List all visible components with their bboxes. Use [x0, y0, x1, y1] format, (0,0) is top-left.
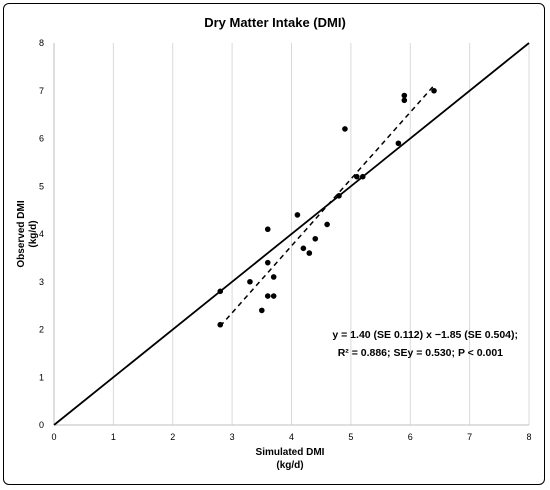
data-point: [395, 140, 402, 147]
data-point: [306, 250, 313, 256]
identity-line: [53, 42, 530, 426]
y-tick-label: 5: [39, 181, 44, 191]
x-tick-label: 6: [408, 432, 413, 442]
data-point: [264, 226, 271, 233]
data-point: [336, 193, 342, 199]
x-tick-label: 2: [170, 432, 175, 442]
x-tick-label: 0: [51, 432, 56, 442]
data-point: [401, 97, 408, 104]
y-axis-label: Observed DMI: [16, 200, 27, 267]
y-tick-label: 8: [39, 38, 44, 48]
data-point: [312, 235, 319, 242]
data-point: [342, 126, 348, 132]
chart-frame: [3, 3, 545, 485]
x-tick-label: 5: [348, 432, 353, 442]
data-point: [300, 245, 307, 252]
y-tick-label: 2: [39, 325, 44, 335]
regression-stats: R² = 0.886; SEy = 0.530; P < 0.001: [338, 347, 503, 359]
y-tick-label: 7: [39, 86, 44, 96]
x-axis-label: Simulated DMI: [256, 447, 325, 458]
regression-equation: y = 1.40 (SE 0.112) x −1.85 (SE 0.504);: [332, 329, 518, 341]
data-point: [217, 288, 224, 295]
data-point: [401, 92, 408, 99]
data-point: [354, 173, 360, 180]
data-point: [431, 87, 437, 94]
data-point: [359, 173, 366, 180]
y-axis-label-group: Observed DMI (kg/d): [16, 200, 39, 267]
chart-title: Dry Matter Intake (DMI): [204, 15, 346, 30]
data-point: [264, 293, 271, 299]
x-tick-label: 3: [230, 432, 235, 442]
data-point: [217, 321, 224, 328]
data-points: [217, 87, 437, 328]
grid: [112, 43, 530, 425]
x-tick-label: 7: [467, 432, 472, 442]
lines: [53, 42, 530, 426]
y-tick-label: 1: [39, 372, 44, 382]
tick-labels: 0 1 2 3 4 5 6 7 8 0 1 2 3 4 5 6 7 8: [39, 38, 532, 442]
data-point: [270, 293, 277, 299]
data-point: [247, 278, 253, 285]
data-point: [270, 274, 277, 280]
x-tick-label: 1: [111, 432, 116, 442]
data-point: [264, 259, 271, 266]
data-point: [324, 221, 330, 228]
x-tick-label: 4: [289, 432, 294, 442]
y-tick-label: 6: [39, 134, 44, 144]
x-tick-label: 8: [526, 432, 531, 442]
y-tick-label: 4: [39, 229, 44, 239]
axes: [53, 43, 529, 426]
y-tick-label: 0: [39, 420, 44, 430]
data-point: [259, 307, 265, 314]
y-tick-label: 3: [39, 277, 44, 287]
x-axis-unit: (kg/d): [276, 460, 303, 471]
data-point: [294, 212, 301, 218]
y-axis-unit: (kg/d): [28, 220, 39, 247]
